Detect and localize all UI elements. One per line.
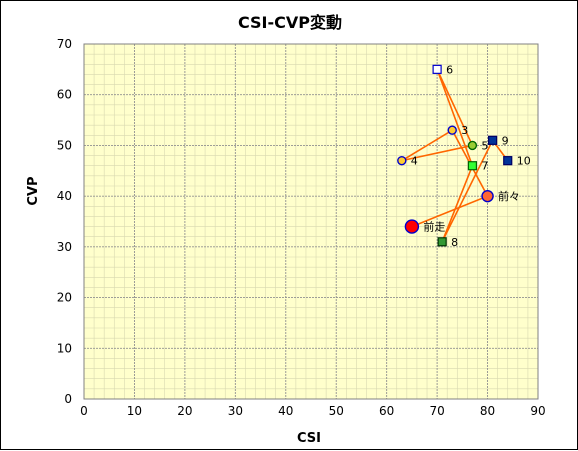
x-tick-label: 0 [80,404,88,418]
x-axis-label: CSI [297,431,321,446]
data-point [503,156,513,166]
point-label: 10 [517,155,531,168]
plot-border [83,43,539,400]
x-tick-label: 90 [530,404,545,418]
data-point [467,140,478,151]
x-tick-label: 80 [480,404,495,418]
data-point [481,189,494,203]
point-label: 3 [461,124,468,137]
plot-background [84,44,538,399]
data-point [397,155,407,166]
y-tick-label: 10 [57,341,72,355]
x-tick-label: 10 [127,404,142,418]
x-tick-label: 40 [278,404,293,418]
data-point [488,135,498,145]
y-tick-label: 50 [57,138,72,152]
x-tick-label: 20 [177,404,192,418]
point-label: 6 [446,63,453,76]
data-point [447,125,457,135]
point-label: 前々 [498,189,520,203]
data-point [404,219,420,234]
point-label: 5 [481,139,488,152]
y-tick-label: 40 [57,189,72,203]
point-label: 前走 [423,220,445,234]
x-tick-label: 50 [329,404,344,418]
x-tick-label: 30 [228,404,243,418]
x-tick-label: 70 [429,404,444,418]
chart-title: CSI-CVP変動 [238,13,342,32]
y-tick-label: 20 [57,291,72,305]
x-tick-label: 60 [379,404,394,418]
data-point [467,161,478,171]
y-tick-label: 70 [57,37,72,51]
y-axis-label: CVP [26,176,41,205]
point-label: 9 [502,134,509,147]
data-point [437,237,447,247]
y-tick-label: 0 [64,392,72,406]
data-point [432,64,442,74]
y-tick-label: 30 [57,240,72,254]
point-label: 8 [451,236,458,249]
y-tick-label: 60 [57,88,72,102]
point-label: 7 [481,160,488,173]
point-label: 4 [411,155,418,168]
